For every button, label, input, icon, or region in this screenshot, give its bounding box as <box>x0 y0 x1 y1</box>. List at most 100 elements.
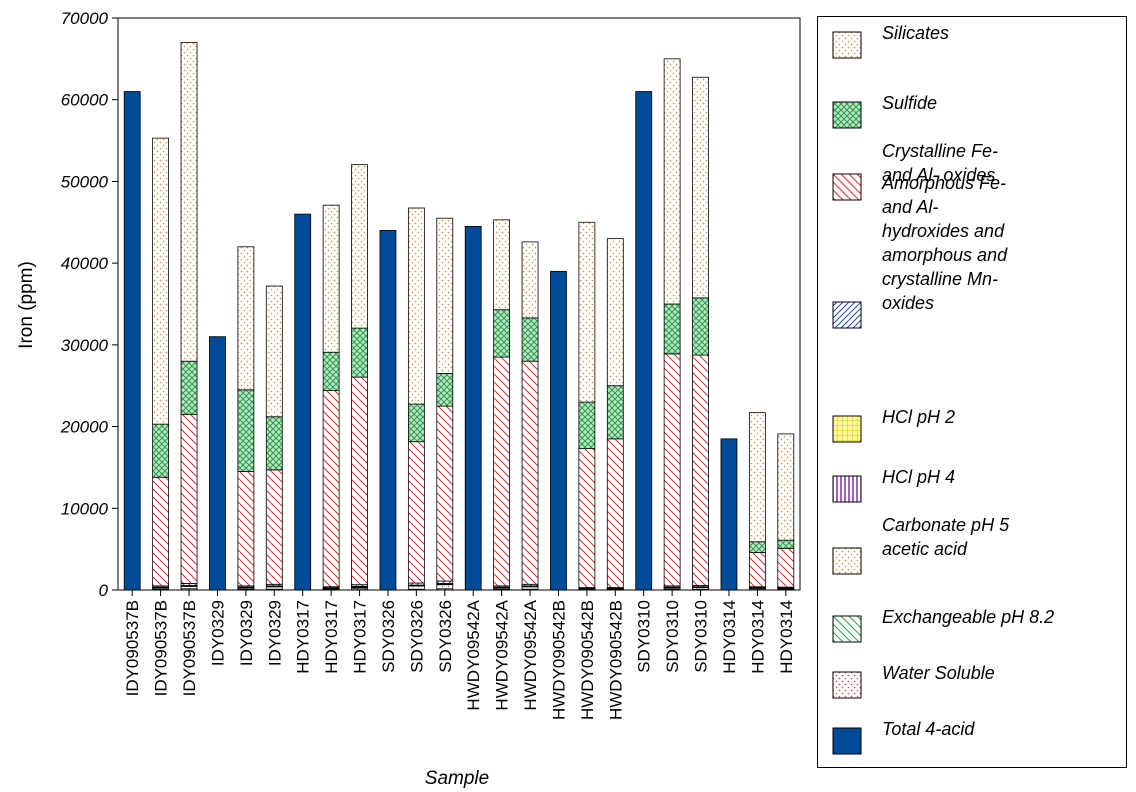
bar-segment <box>351 164 368 329</box>
bar-segment <box>464 225 482 591</box>
x-tick-label: HDY0314 <box>720 600 739 674</box>
bar-segment <box>322 390 340 588</box>
bar-segment <box>606 385 624 440</box>
bar-segment <box>692 297 709 356</box>
x-tick-label: HDY0317 <box>294 600 313 674</box>
bar-segment <box>493 309 511 358</box>
legend-swatch <box>832 31 862 59</box>
bar-segment <box>152 476 170 587</box>
bar-segment <box>777 547 795 588</box>
bar-segment <box>521 317 539 362</box>
x-tick-label: HWDY090542B <box>578 600 597 720</box>
y-axis: 0 10000 20000 30000 40000 50000 60000 70000 <box>60 9 118 600</box>
x-tick-label: HDY0314 <box>748 600 767 674</box>
bar-segment <box>407 403 425 443</box>
bar-segment <box>777 539 795 549</box>
legend-label: HCl pH 4 <box>882 467 956 487</box>
bar-segment <box>237 471 255 587</box>
y-tick-label: 60000 <box>61 91 109 110</box>
x-tick-label: SDY0310 <box>663 600 682 673</box>
x-tick-label: HDY0317 <box>322 600 341 674</box>
bar-segment <box>748 412 766 543</box>
bar-segment <box>578 221 596 403</box>
bar-segment <box>180 42 198 362</box>
y-tick-label: 30000 <box>61 336 109 355</box>
legend-label: Carbonate pH 5 acetic acid <box>882 515 1010 559</box>
legend-label: Sulfide <box>882 93 938 113</box>
x-tick-label: IDY090537B <box>123 600 142 696</box>
y-tick-label: 0 <box>99 581 109 600</box>
bar-segment <box>265 285 283 418</box>
bar-segment <box>663 303 681 355</box>
bar-segment <box>265 469 283 585</box>
x-tick-label: IDY090537B <box>180 600 199 696</box>
bar-segment <box>152 423 170 478</box>
bar-segment <box>379 230 397 591</box>
y-tick-label: 50000 <box>61 172 109 191</box>
x-tick-label: HDY0317 <box>351 600 370 674</box>
y-axis-title: Iron (ppm) <box>16 261 37 349</box>
bar-segment <box>578 401 596 450</box>
x-tick-label: SDY0326 <box>379 600 398 673</box>
legend-swatch <box>832 475 862 503</box>
x-tick-label: HWDY09542A <box>521 599 540 710</box>
bar-segment <box>209 336 226 591</box>
bar-segment <box>152 137 170 425</box>
legend-label: Amorphous Fe- and Al- hydroxides and amo… <box>882 173 1008 313</box>
bar-segment <box>351 327 368 378</box>
y-tick-label: 40000 <box>61 254 109 273</box>
x-tick-label: HDY0314 <box>777 600 796 674</box>
x-tick-label: HWDY090542B <box>549 600 568 720</box>
bar-segment <box>407 441 425 584</box>
bar-segment <box>663 58 681 305</box>
bar-segment <box>606 238 624 387</box>
bar-segment <box>692 76 709 299</box>
bar-segment <box>692 354 709 586</box>
legend: Silicates Sulfide Crystalline Fe- and Al- … <box>817 16 1127 768</box>
x-tick-label: IDY090537B <box>152 600 171 696</box>
legend-label: Exchangeable pH 8.2 <box>882 607 1055 627</box>
legend-swatch <box>832 615 862 643</box>
y-tick-label: 20000 <box>60 418 109 437</box>
bar-segment <box>294 213 312 591</box>
legend-swatch <box>832 301 862 329</box>
legend-swatch <box>832 101 862 129</box>
bar-segment <box>436 217 454 374</box>
x-tick-label: IDY0329 <box>208 600 227 666</box>
bar-segment <box>351 376 368 586</box>
bar-segment <box>606 438 624 588</box>
legend-label: Water Soluble <box>882 663 995 683</box>
bar-segment <box>436 584 454 590</box>
bar-segment <box>322 204 340 353</box>
bar-segment <box>237 389 255 472</box>
bar-segment <box>436 405 454 582</box>
bar-segment <box>748 552 766 588</box>
bar-segment <box>720 438 738 591</box>
x-tick-label: HWDY09542A <box>493 599 512 710</box>
legend-swatch <box>832 547 862 575</box>
y-tick-label: 70000 <box>61 9 109 28</box>
bar-segment <box>180 360 198 415</box>
bar-segment <box>123 91 141 591</box>
x-tick-label: HWDY09542A <box>464 599 483 710</box>
bar-segment <box>493 219 511 311</box>
bar-segment <box>180 413 198 584</box>
bar-segment <box>521 241 539 319</box>
chart-area: 0 10000 20000 30000 40000 50000 60000 70000 IDY… <box>16 9 801 789</box>
x-axis-title: Sample <box>425 768 489 789</box>
legend-swatch <box>832 173 862 201</box>
x-tick-label: IDY0329 <box>265 600 284 666</box>
legend-label: Crystalline Fe- and Al- oxides <box>882 141 999 185</box>
bar-segment <box>663 353 681 587</box>
bar-segment <box>777 433 795 541</box>
bar-segment <box>493 356 511 587</box>
bar-segment <box>635 91 653 591</box>
bar-segment <box>322 351 340 392</box>
bar-segment <box>550 270 567 591</box>
legend-label: Silicates <box>882 23 950 43</box>
bar-segment <box>237 246 255 391</box>
legend-label: HCl pH 2 <box>882 407 956 427</box>
x-tick-label: SDY0326 <box>436 600 455 673</box>
x-tick-label: SDY0326 <box>407 600 426 673</box>
x-tick-label: IDY0329 <box>237 600 256 666</box>
